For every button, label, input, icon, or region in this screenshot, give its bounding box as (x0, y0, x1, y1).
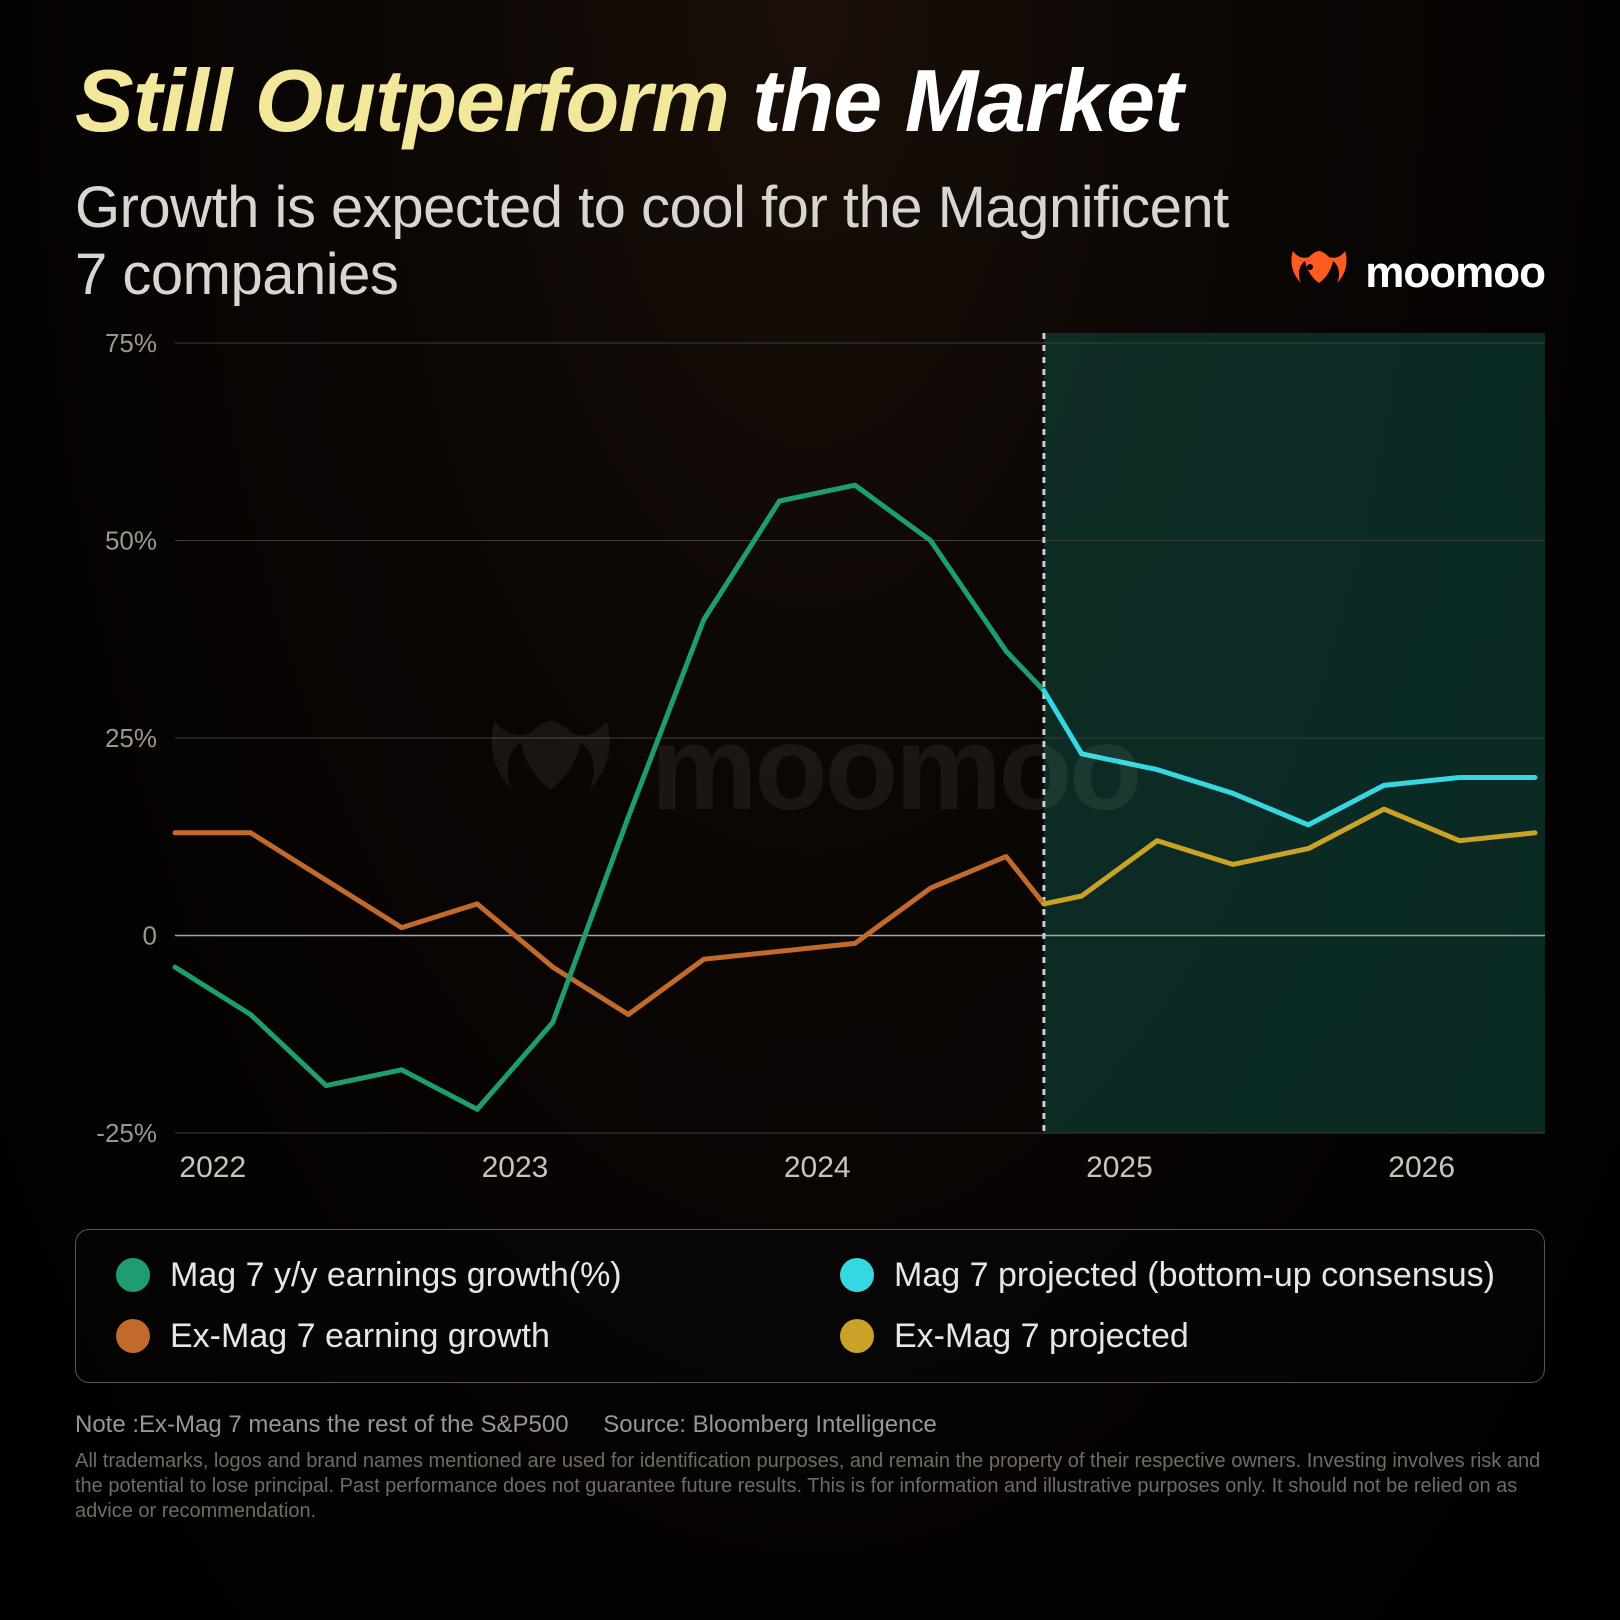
legend-item-exmag7-proj: Ex-Mag 7 projected (840, 1317, 1504, 1356)
chart-legend: Mag 7 y/y earnings growth(%) Mag 7 proje… (75, 1229, 1545, 1383)
footnote-source: Source: Bloomberg Intelligence (603, 1411, 937, 1438)
footnote-note: Note :Ex-Mag 7 means the rest of the S&P… (75, 1411, 569, 1438)
legend-item-mag7-proj: Mag 7 projected (bottom-up consensus) (840, 1256, 1504, 1295)
legend-label: Mag 7 projected (bottom-up consensus) (894, 1256, 1495, 1295)
svg-text:-25%: -25% (96, 1118, 157, 1148)
legend-label: Ex-Mag 7 projected (894, 1317, 1189, 1356)
svg-text:2023: 2023 (482, 1151, 549, 1184)
svg-text:75%: 75% (105, 333, 157, 358)
svg-text:25%: 25% (105, 723, 157, 753)
brand-name: moomoo (1365, 248, 1545, 298)
title-accent: Still Outperform (75, 51, 729, 150)
svg-text:2022: 2022 (179, 1151, 246, 1184)
swatch-icon (116, 1319, 150, 1353)
legend-item-mag7-actual: Mag 7 y/y earnings growth(%) (116, 1256, 780, 1295)
svg-text:2026: 2026 (1388, 1151, 1455, 1184)
brand-logo: moomoo (1287, 245, 1545, 309)
footnote: Note :Ex-Mag 7 means the rest of the S&P… (75, 1411, 1545, 1439)
bull-icon (1287, 245, 1351, 301)
page-title: Still Outperform the Market (75, 55, 1545, 147)
swatch-icon (840, 1258, 874, 1292)
swatch-icon (116, 1258, 150, 1292)
subtitle: Growth is expected to cool for the Magni… (75, 175, 1247, 308)
swatch-icon (840, 1319, 874, 1353)
title-rest: the Market (752, 51, 1182, 150)
disclaimer: All trademarks, logos and brand names me… (75, 1449, 1545, 1524)
legend-label: Ex-Mag 7 earning growth (170, 1317, 550, 1356)
svg-text:2025: 2025 (1086, 1151, 1153, 1184)
earnings-growth-chart: moomoo -25%025%50%75%2022202320242025202… (75, 333, 1545, 1203)
legend-label: Mag 7 y/y earnings growth(%) (170, 1256, 622, 1295)
svg-text:2024: 2024 (784, 1151, 851, 1184)
legend-item-exmag7-actual: Ex-Mag 7 earning growth (116, 1317, 780, 1356)
svg-text:50%: 50% (105, 525, 157, 555)
svg-text:0: 0 (143, 920, 157, 950)
